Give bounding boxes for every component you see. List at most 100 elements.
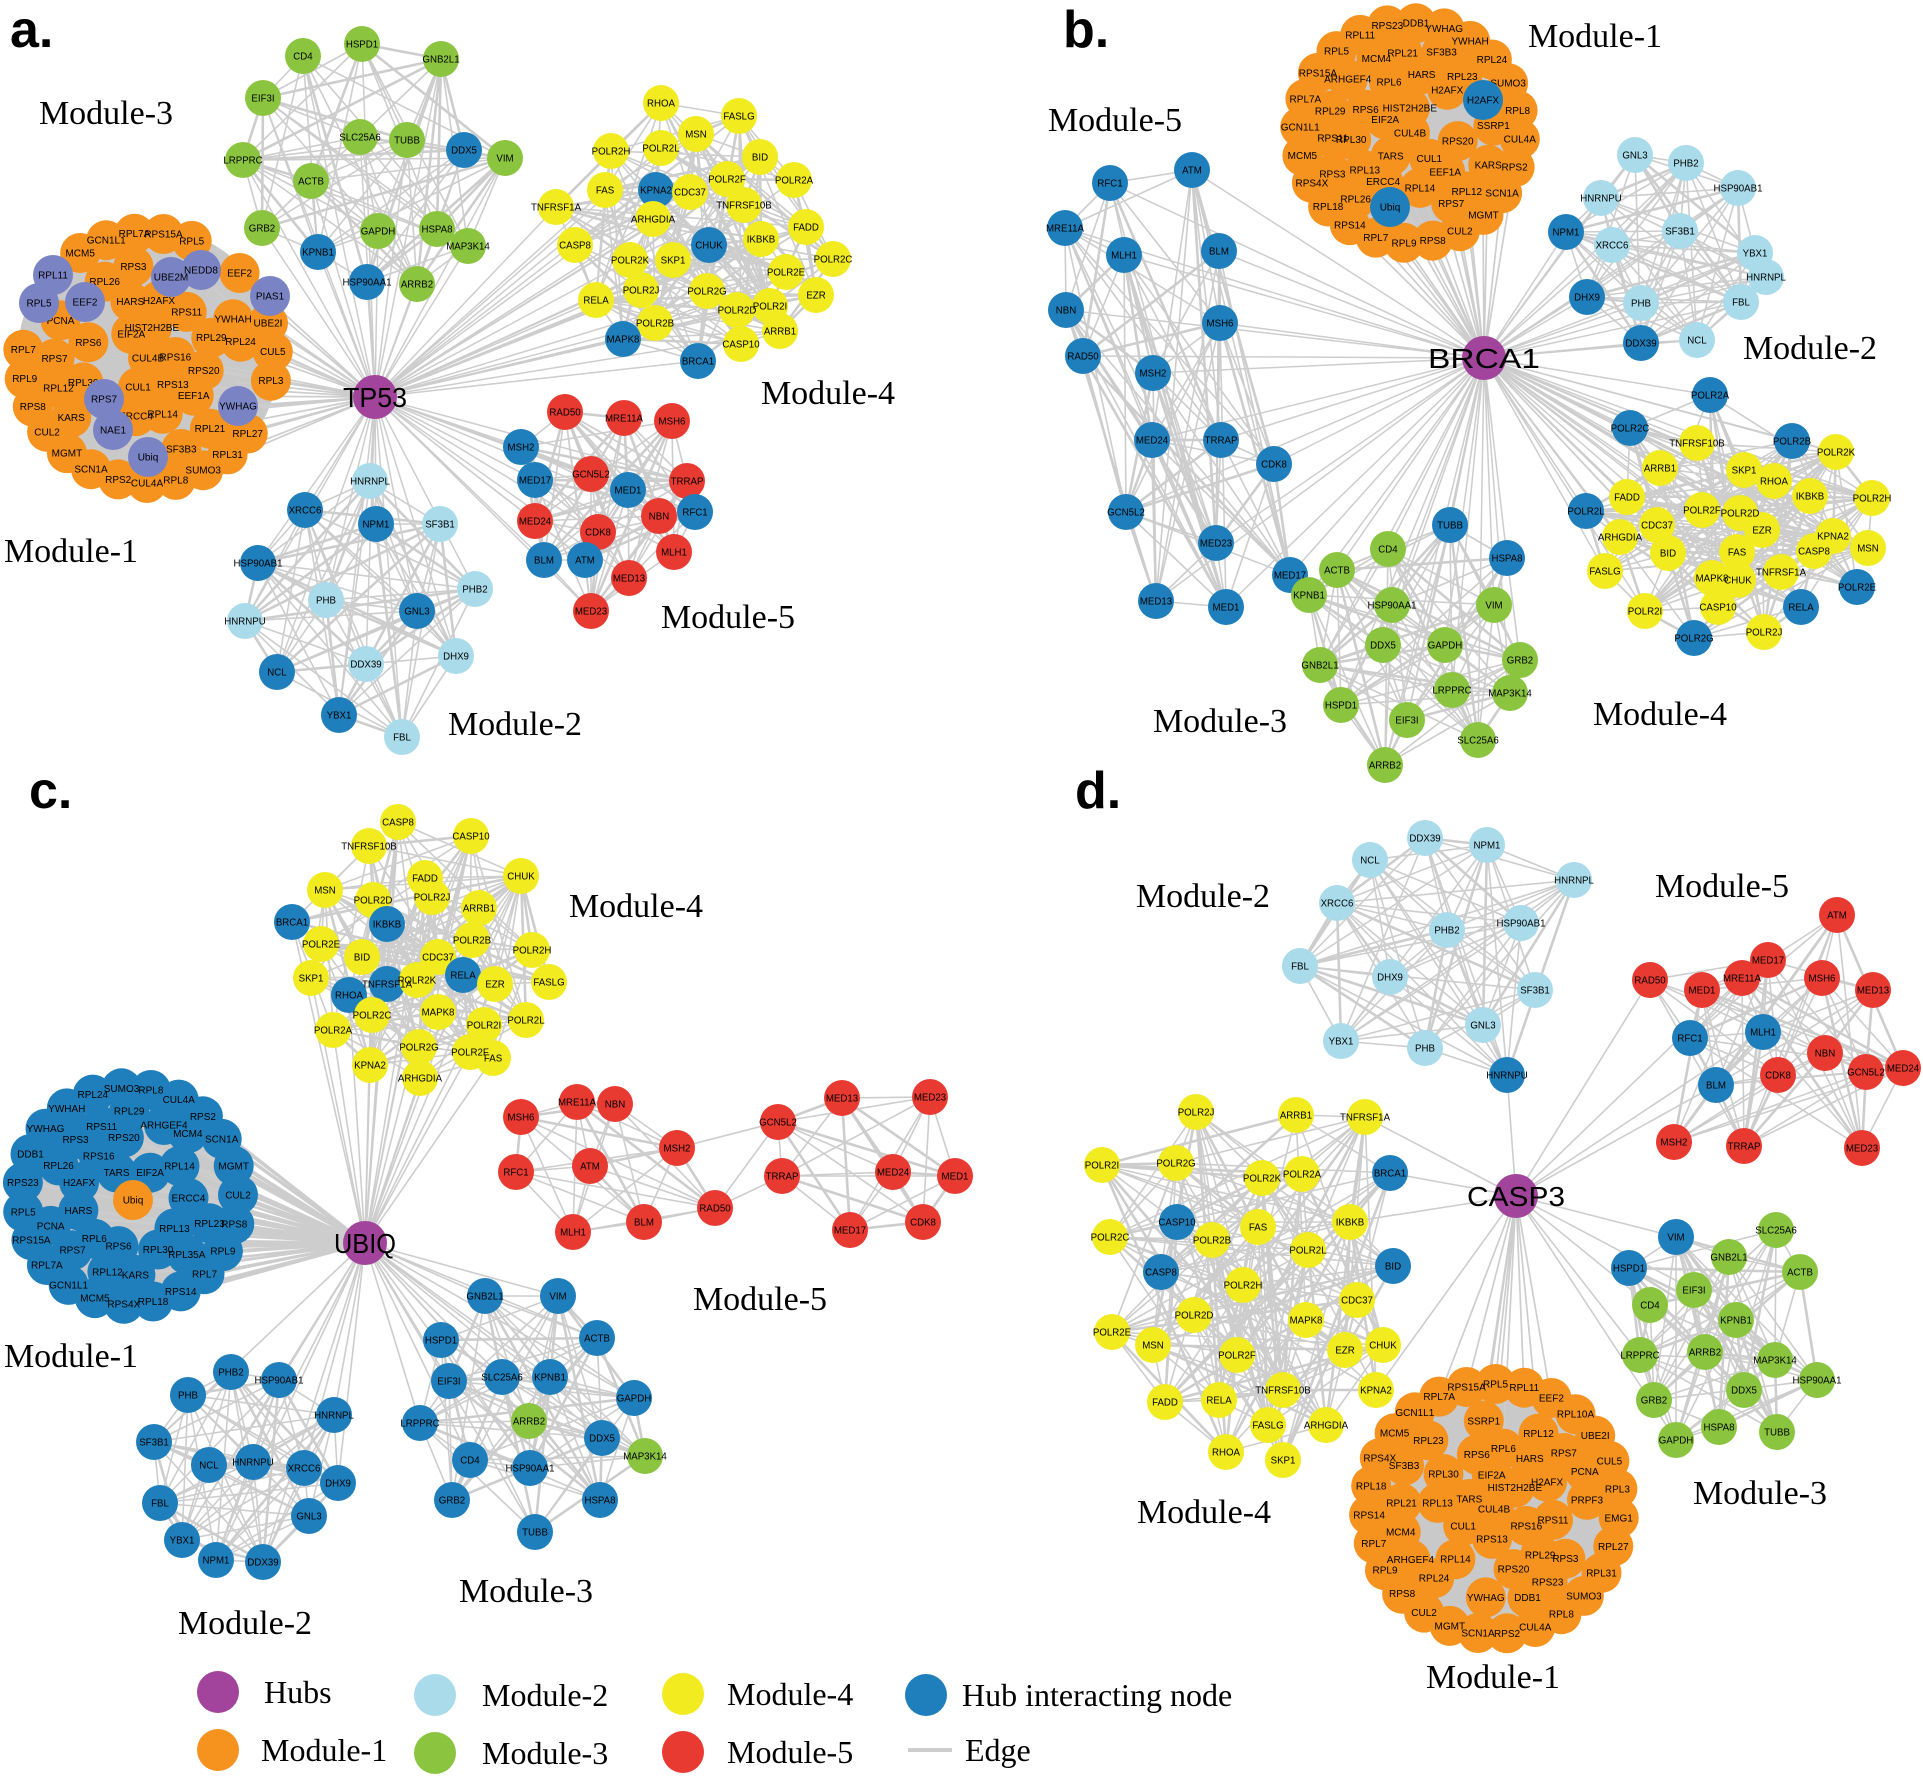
- svg-text:NBN: NBN: [649, 511, 669, 522]
- svg-text:POLR2D: POLR2D: [354, 895, 393, 906]
- svg-text:TNFRSF1A: TNFRSF1A: [362, 979, 413, 990]
- svg-text:TRRAP: TRRAP: [1728, 1141, 1761, 1152]
- svg-text:SSRP1: SSRP1: [1477, 121, 1510, 132]
- svg-text:NCL: NCL: [199, 1460, 219, 1471]
- svg-text:RPS7: RPS7: [91, 395, 118, 406]
- svg-text:MRE11A: MRE11A: [1046, 223, 1085, 234]
- svg-text:Module-4: Module-4: [727, 1676, 853, 1712]
- svg-text:POLR2L: POLR2L: [1289, 1245, 1327, 1256]
- svg-text:CUL4A: CUL4A: [1504, 135, 1537, 146]
- svg-text:ARHGDIA: ARHGDIA: [631, 214, 676, 225]
- svg-text:EIF2A: EIF2A: [117, 329, 145, 340]
- svg-text:SCN1A: SCN1A: [1485, 189, 1519, 200]
- svg-text:MED24: MED24: [877, 1167, 910, 1178]
- svg-text:GNB2L1: GNB2L1: [422, 54, 459, 65]
- svg-text:Module-3: Module-3: [1153, 703, 1287, 740]
- svg-text:CHUK: CHUK: [1369, 1340, 1397, 1351]
- svg-text:POLR2B: POLR2B: [1193, 1235, 1231, 1246]
- svg-text:MCM4: MCM4: [1386, 1528, 1416, 1539]
- svg-text:MED13: MED13: [1857, 985, 1889, 996]
- svg-text:RPS15A: RPS15A: [144, 230, 183, 241]
- svg-text:TRRAP: TRRAP: [766, 1171, 799, 1182]
- svg-text:PIAS1: PIAS1: [256, 292, 285, 303]
- svg-text:RPL5: RPL5: [1324, 47, 1349, 58]
- svg-text:Module-2: Module-2: [448, 706, 582, 743]
- svg-text:POLR2A: POLR2A: [1283, 1169, 1322, 1180]
- svg-text:CUL2: CUL2: [1411, 1608, 1437, 1619]
- svg-text:RPL7A: RPL7A: [31, 1261, 63, 1272]
- svg-text:YWHAG: YWHAG: [1425, 24, 1463, 35]
- svg-text:RPL7A: RPL7A: [1423, 1392, 1455, 1403]
- svg-text:GRB2: GRB2: [439, 1495, 465, 1506]
- svg-text:d.: d.: [1075, 762, 1121, 820]
- svg-text:H2AFX: H2AFX: [63, 1178, 96, 1189]
- svg-text:RPL24: RPL24: [78, 1090, 109, 1101]
- svg-text:DDB1: DDB1: [1403, 19, 1430, 30]
- svg-text:BRCA1: BRCA1: [1428, 343, 1540, 374]
- svg-text:HSPD1: HSPD1: [425, 1335, 457, 1346]
- svg-text:MED23: MED23: [914, 1092, 946, 1103]
- svg-text:MED13: MED13: [826, 1093, 858, 1104]
- svg-text:DHX9: DHX9: [1574, 292, 1600, 303]
- svg-text:POLR2J: POLR2J: [1178, 1107, 1215, 1118]
- svg-text:CUL4B: CUL4B: [1394, 129, 1427, 140]
- svg-text:Module-5: Module-5: [727, 1734, 853, 1770]
- svg-text:SUMO3: SUMO3: [104, 1084, 140, 1095]
- svg-text:POLR2G: POLR2G: [1674, 633, 1713, 644]
- svg-text:RPL5: RPL5: [26, 299, 51, 310]
- svg-text:MSH6: MSH6: [508, 1112, 535, 1123]
- svg-text:RHOA: RHOA: [1760, 476, 1789, 487]
- svg-text:HSP90AA1: HSP90AA1: [1792, 1375, 1841, 1386]
- svg-text:XRCC6: XRCC6: [288, 1463, 321, 1474]
- svg-text:CHUK: CHUK: [695, 240, 723, 251]
- svg-text:RPL12: RPL12: [1523, 1429, 1554, 1440]
- svg-text:POLR2L: POLR2L: [1567, 506, 1605, 517]
- svg-text:POLR2G: POLR2G: [687, 286, 726, 297]
- svg-text:HSPA8: HSPA8: [1491, 553, 1522, 564]
- svg-text:RPL8: RPL8: [163, 475, 188, 486]
- svg-text:POLR2H: POLR2H: [1224, 1280, 1263, 1291]
- svg-text:HNRNPL: HNRNPL: [1746, 272, 1786, 283]
- svg-text:FASLG: FASLG: [1589, 566, 1620, 577]
- svg-text:SKP1: SKP1: [1732, 465, 1757, 476]
- svg-text:NPM1: NPM1: [1553, 227, 1580, 238]
- svg-text:MED13: MED13: [1140, 596, 1172, 607]
- svg-text:CUL2: CUL2: [34, 427, 60, 438]
- svg-text:RPS23: RPS23: [1371, 21, 1403, 32]
- svg-text:RPL14: RPL14: [1440, 1555, 1471, 1566]
- svg-text:EZR: EZR: [1335, 1345, 1354, 1356]
- svg-text:ATM: ATM: [575, 555, 595, 566]
- svg-text:b.: b.: [1063, 1, 1109, 59]
- svg-text:HSP90AA1: HSP90AA1: [1367, 600, 1416, 611]
- svg-text:GNL3: GNL3: [404, 606, 429, 617]
- svg-text:ACTB: ACTB: [298, 176, 324, 187]
- svg-text:KPNA2: KPNA2: [640, 185, 672, 196]
- svg-text:YWHAH: YWHAH: [1451, 36, 1488, 47]
- svg-text:FASLG: FASLG: [1252, 1420, 1283, 1431]
- svg-text:RPL13: RPL13: [1422, 1498, 1453, 1509]
- svg-text:RPS20: RPS20: [108, 1133, 140, 1144]
- svg-text:KARS: KARS: [58, 413, 86, 424]
- svg-text:CHUK: CHUK: [1724, 575, 1752, 586]
- svg-text:TNFRSF1A: TNFRSF1A: [1340, 1112, 1391, 1123]
- svg-text:RHOA: RHOA: [335, 990, 364, 1001]
- svg-text:RPL26: RPL26: [89, 277, 120, 288]
- svg-text:BRCA1: BRCA1: [682, 356, 714, 367]
- svg-text:RPS13: RPS13: [157, 380, 189, 391]
- svg-text:RPS2: RPS2: [190, 1112, 217, 1123]
- svg-text:DHX9: DHX9: [325, 1478, 351, 1489]
- svg-text:NCL: NCL: [1687, 335, 1707, 346]
- svg-text:HNRNPL: HNRNPL: [350, 476, 390, 487]
- svg-text:RPL7: RPL7: [11, 345, 36, 356]
- svg-text:RAD50: RAD50: [1067, 351, 1099, 362]
- svg-text:CUL2: CUL2: [225, 1190, 251, 1201]
- svg-text:POLR2J: POLR2J: [414, 892, 451, 903]
- svg-text:NCL: NCL: [1360, 855, 1380, 866]
- svg-text:CASP10: CASP10: [722, 339, 760, 350]
- svg-text:ARRB2: ARRB2: [513, 1416, 545, 1427]
- svg-text:MSH2: MSH2: [1140, 368, 1167, 379]
- svg-text:POLR2E: POLR2E: [1838, 582, 1877, 593]
- svg-text:ARRB2: ARRB2: [1689, 1347, 1721, 1358]
- svg-text:GRB2: GRB2: [1641, 1395, 1667, 1406]
- svg-text:MCM5: MCM5: [80, 1294, 110, 1305]
